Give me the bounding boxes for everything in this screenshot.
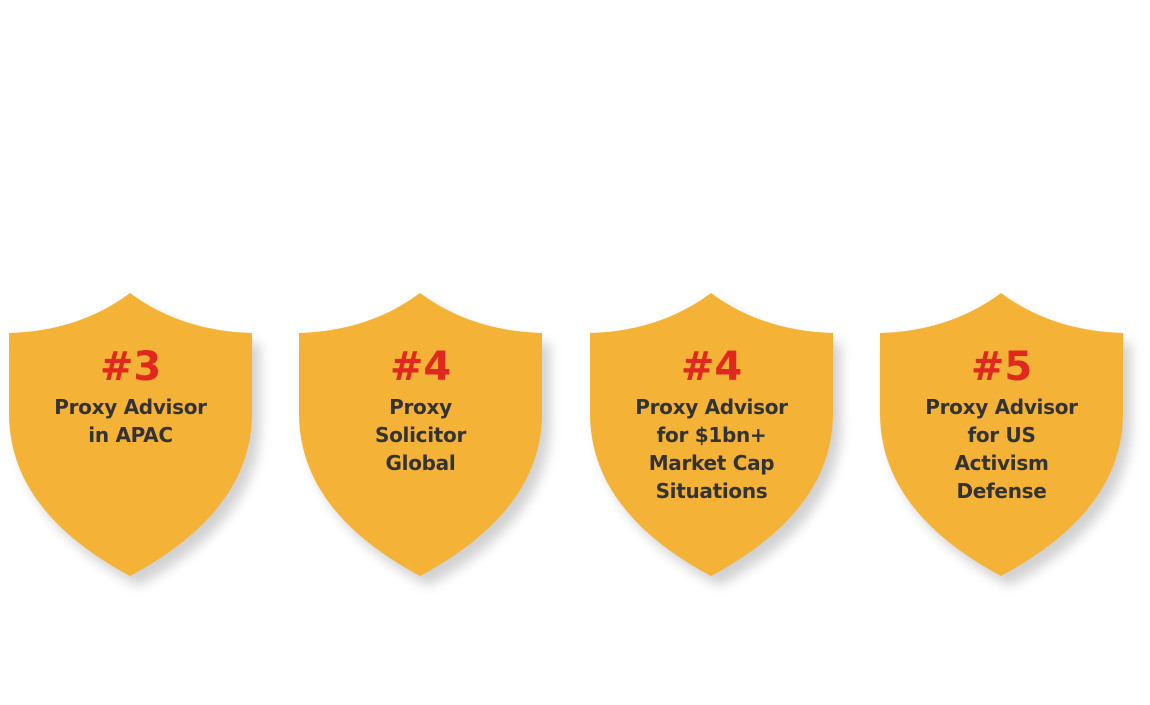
rank-number: #3 xyxy=(99,344,162,390)
shield-icon xyxy=(299,293,550,586)
rank-label-line: Proxy xyxy=(389,395,452,419)
rank-label-line: Proxy Advisor xyxy=(925,395,1078,419)
shield-icon xyxy=(590,293,841,586)
rank-label-line: Activism xyxy=(954,451,1049,475)
rank-label-line: for $1bn+ xyxy=(656,423,767,447)
rank-label-line: Global xyxy=(385,451,456,475)
rank-label-line: Situations xyxy=(655,479,768,503)
rank-number: #4 xyxy=(680,344,743,390)
rank-label: Proxy Advisor in APAC xyxy=(29,393,232,449)
rank-label-line: Proxy Advisor xyxy=(635,395,788,419)
ranking-badge: #4 Proxy Advisor for $1bn+ Market Cap Situa… xyxy=(590,293,841,586)
ranking-badge: #3 Proxy Advisor in APAC xyxy=(9,293,260,586)
rank-label: Proxy Advisor for $1bn+ Market Cap Situatio… xyxy=(610,393,813,505)
rank-number: #4 xyxy=(389,344,452,390)
rank-number: #5 xyxy=(970,344,1033,390)
rank-label-line: Proxy Advisor xyxy=(54,395,207,419)
ranking-badge: #4 Proxy Solicitor Global xyxy=(299,293,550,586)
rank-label-line: Solicitor xyxy=(374,423,467,447)
rank-label-line: Market Cap xyxy=(648,451,775,475)
rank-label: Proxy Solicitor Global xyxy=(319,393,522,477)
rank-label: Proxy Advisor for US Activism Defense xyxy=(900,393,1103,505)
shield-icon xyxy=(9,293,260,586)
rank-label-line: Defense xyxy=(956,479,1047,503)
shield-icon xyxy=(880,293,1131,586)
rank-label-line: in APAC xyxy=(88,423,173,447)
ranking-badge: #5 Proxy Advisor for US Activism Defense xyxy=(880,293,1131,586)
rank-label-line: for US xyxy=(967,423,1036,447)
